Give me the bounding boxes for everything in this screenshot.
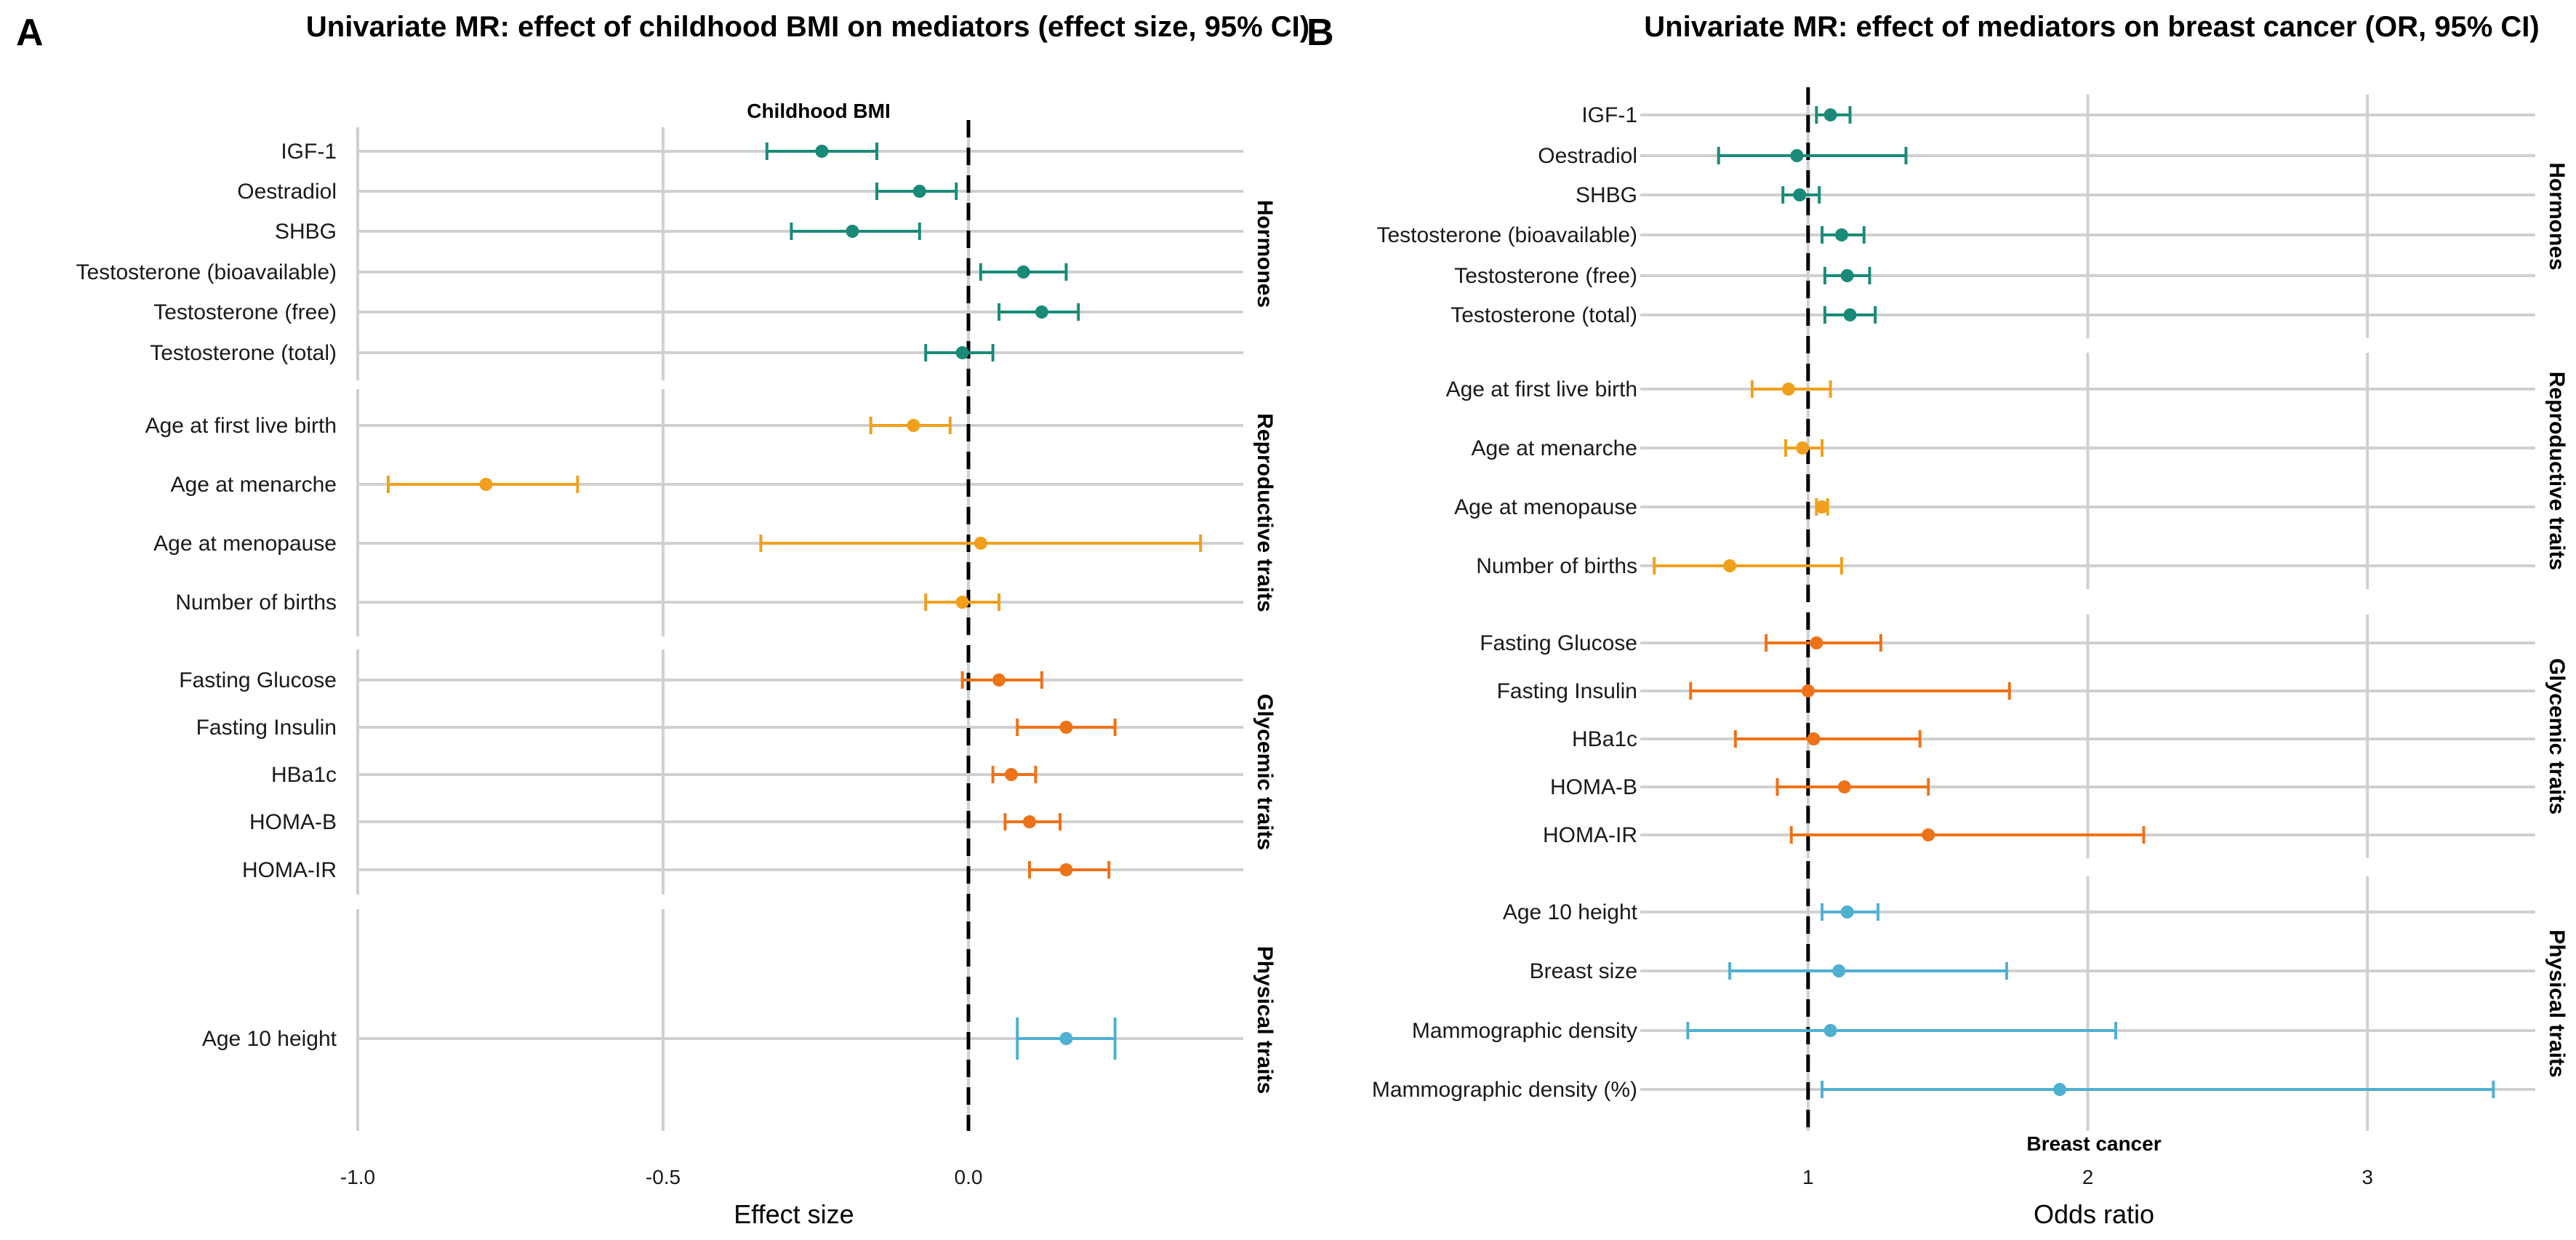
panel-b-point-age-at-menarche [1796,441,1810,455]
panel-a-row-label-shbg: SHBG [275,220,337,244]
panel-b-point-shbg [1793,188,1807,201]
panel-a-point-age-at-first-live-birth [907,419,920,432]
panel-b-row-label-shbg: SHBG [1576,183,1637,207]
panel-b-row-label-age-at-first-live-birth: Age at first live birth [1446,377,1637,401]
panel-b-point-mammographic-density [1823,1024,1837,1037]
panel-a-point-shbg [846,225,859,238]
panel-a-point-fasting-insulin [1059,721,1073,734]
panel-a-point-age-at-menarche [479,478,493,491]
panel-a-x-tick-label-0: -1.0 [340,1166,375,1188]
panel-a-point-hba1c [1004,768,1018,781]
panel-a-row-label-fasting-insulin: Fasting Insulin [196,716,337,740]
panel-a-facet-strip-glycemic-traits: Glycemic traits [1253,694,1277,850]
panel-b-facet-strip-hormones: Hormones [2545,162,2569,270]
panel-b-point-homa-ir [1922,828,1935,841]
panel-b: B Univariate MR: effect of mediators on … [1307,11,2569,1229]
panel-a-point-number-of-births [955,596,969,609]
panel-a: A Univariate MR: effect of childhood BMI… [16,11,1309,1229]
panel-b-facet-strip-physical-traits: Physical traits [2545,929,2569,1077]
panel-b-row-label-testosterone-free: Testosterone (free) [1454,264,1637,288]
panel-b-point-age-10-height [1840,905,1854,919]
panel-b-row-label-number-of-births: Number of births [1476,554,1637,578]
panel-a-row-label-oestradiol: Oestradiol [237,180,337,204]
panel-b-point-age-at-first-live-birth [1781,383,1795,396]
panel-a-row-label-number-of-births: Number of births [175,591,337,615]
panel-b-facet-title: Breast cancer [2026,1132,2161,1155]
panel-a-point-homa-ir [1059,863,1073,876]
panel-a-point-testosterone-bioavailable [1016,265,1030,279]
panel-a-row-label-age-at-menopause: Age at menopause [153,532,337,556]
panel-b-point-testosterone-bioavailable [1834,228,1848,241]
panel-a-point-testosterone-free [1035,305,1048,319]
panel-a-row-label-igf-1: IGF-1 [281,140,337,164]
panel-b-point-mammographic-density [2053,1083,2067,1096]
panel-a-point-testosterone-total [955,346,969,359]
panel-b-facet-strip-glycemic-traits: Glycemic traits [2545,658,2569,815]
panel-b-plot-area: IGF-1 Oestradiol SHBG Testosterone (bioavai… [1372,87,2569,1188]
panel-b-title: Univariate MR: effect of mediators on br… [1644,11,2539,43]
panel-b-row-label-mammographic-density: Mammographic density (%) [1372,1078,1637,1102]
panel-b-row-label-igf-1: IGF-1 [1581,103,1637,127]
panel-a-x-tick-label-1: -0.5 [646,1166,681,1188]
panel-b-row-label-fasting-insulin: Fasting Insulin [1497,679,1637,703]
panel-b-row-label-age-at-menopause: Age at menopause [1454,495,1637,519]
panel-a-point-homa-b [1023,815,1036,828]
panel-a-row-label-age-at-first-live-birth: Age at first live birth [145,414,337,438]
panel-b-point-age-at-menopause [1815,500,1829,513]
panel-b-x-tick-label-1: 2 [2082,1166,2094,1188]
panel-a-point-age-10-height [1059,1032,1073,1045]
panel-a-title: Univariate MR: effect of childhood BMI o… [306,11,1309,43]
panel-b-row-label-mammographic-density: Mammographic density [1412,1019,1637,1043]
panel-a-row-label-hba1c: HBa1c [271,763,337,787]
panel-b-point-hba1c [1807,732,1821,745]
panel-a-x-tick-label-2: 0.0 [955,1166,983,1188]
panel-a-row-label-age-at-menarche: Age at menarche [171,473,337,497]
panel-a-row-label-fasting-glucose: Fasting Glucose [179,668,337,692]
panel-b-letter: B [1307,12,1334,54]
panel-a-row-label-testosterone-free: Testosterone (free) [153,300,337,324]
panel-a-row-label-testosterone-bioavailable: Testosterone (bioavailable) [76,260,337,284]
panel-a-row-label-homa-ir: HOMA-IR [242,858,337,882]
panel-b-x-tick-label-2: 3 [2362,1166,2373,1188]
panel-a-row-label-testosterone-total: Testosterone (total) [150,341,337,365]
panel-b-point-number-of-births [1723,559,1737,572]
panel-b-row-label-testosterone-bioavailable: Testosterone (bioavailable) [1376,223,1637,247]
panel-a-point-fasting-glucose [992,673,1006,687]
panel-b-row-label-age-at-menarche: Age at menarche [1472,436,1637,460]
panel-b-row-label-age-10-height: Age 10 height [1503,900,1638,924]
panel-b-point-igf-1 [1823,108,1837,121]
panel-b-point-testosterone-total [1843,308,1857,321]
panel-a-x-axis-title: Effect size [734,1199,854,1229]
panel-a-point-age-at-menopause [974,537,987,550]
panel-b-row-label-fasting-glucose: Fasting Glucose [1480,631,1637,655]
panel-b-row-label-homa-b: HOMA-B [1550,775,1637,799]
panel-b-point-fasting-insulin [1801,684,1815,697]
panel-a-point-igf-1 [815,145,829,158]
panel-a-facet-strip-physical-traits: Physical traits [1253,946,1277,1094]
panel-a-plot-area: IGF-1 Oestradiol SHBG Testosterone (bioavai… [76,120,1277,1188]
panel-b-point-breast-size [1832,964,1846,977]
panel-a-point-oestradiol [912,185,926,198]
panel-b-x-tick-label-0: 1 [1802,1166,1814,1188]
panel-b-point-testosterone-free [1840,269,1854,282]
panel-b-point-oestradiol [1790,149,1804,162]
panel-a-letter: A [16,12,44,54]
panel-b-row-label-oestradiol: Oestradiol [1538,144,1637,168]
panel-a-row-label-age-10-height: Age 10 height [202,1027,337,1051]
panel-b-facet-strip-reproductive-traits: Reproductive traits [2545,372,2569,570]
panel-b-row-label-hba1c: HBa1c [1572,727,1637,751]
panel-b-row-label-testosterone-total: Testosterone (total) [1450,303,1637,327]
panel-a-facet-title: Childhood BMI [747,100,891,122]
panel-a-facet-strip-hormones: Hormones [1253,200,1277,308]
panel-a-facet-strip-reproductive-traits: Reproductive traits [1253,413,1277,612]
panel-a-row-label-homa-b: HOMA-B [249,810,337,834]
panel-b-point-homa-b [1837,780,1851,793]
panel-b-point-fasting-glucose [1810,636,1823,649]
panel-b-x-axis-title: Odds ratio [2034,1199,2154,1229]
panel-b-row-label-breast-size: Breast size [1530,959,1637,983]
panel-b-row-label-homa-ir: HOMA-IR [1543,823,1637,847]
